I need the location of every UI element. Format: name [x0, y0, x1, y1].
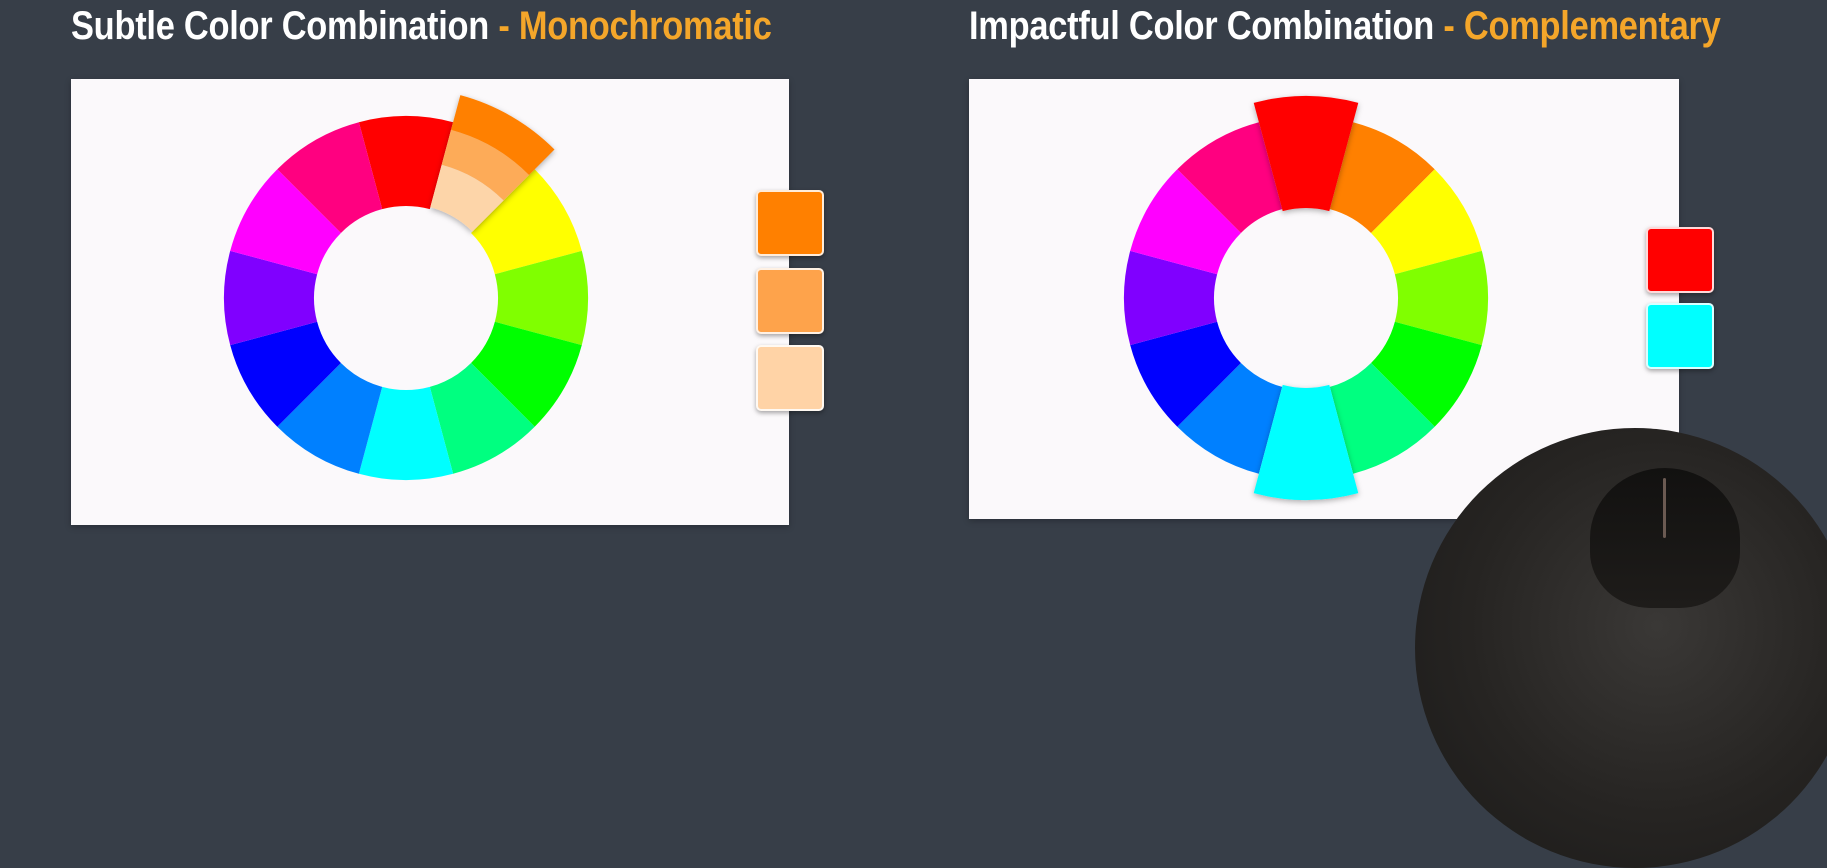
- title-accent-text: - Complementary: [1434, 4, 1721, 48]
- wheel-segment-magenta: [230, 169, 341, 275]
- complementary-swatch-2: [1646, 303, 1714, 369]
- wheel-segment-violet: [223, 250, 318, 346]
- wheel-segment-azure: [1177, 363, 1283, 474]
- highlighted-segment-red: [1253, 96, 1359, 212]
- monochromatic-swatch-3: [756, 345, 824, 411]
- monochromatic-swatch-2: [756, 268, 824, 334]
- title-accent-text: - Monochromatic: [489, 4, 772, 48]
- wheel-segment-yellow: [1371, 169, 1482, 275]
- tint-band-medium: [441, 129, 530, 201]
- wheel-segment-blue: [230, 321, 341, 427]
- title-main-text: Subtle Color Combination: [71, 4, 490, 48]
- wheel-segment-spring-green: [429, 363, 535, 474]
- complementary-swatch-1: [1646, 227, 1714, 293]
- wheel-segment-yellow: [471, 169, 582, 275]
- wheel-segment-rose: [1177, 122, 1283, 233]
- monochromatic-swatch-1: [756, 190, 824, 256]
- highlighted-segment-cyan: [1253, 384, 1359, 500]
- monochromatic-color-wheel: [223, 95, 588, 480]
- wheel-segment-green: [1371, 321, 1482, 427]
- presenter-video-overlay: [1415, 428, 1827, 868]
- complementary-title: Impactful Color Combination - Complement…: [969, 2, 1721, 50]
- title-main-text: Impactful Color Combination: [969, 4, 1435, 48]
- wheel-segment-rose: [277, 122, 383, 233]
- wheel-segment-green: [471, 321, 582, 427]
- tint-band-light: [430, 164, 504, 232]
- wheel-segment-violet: [1124, 250, 1218, 346]
- wheel-segment-orange: [1329, 122, 1435, 233]
- monochromatic-title: Subtle Color Combination - Monochromatic: [71, 2, 772, 50]
- wheel-segment-chartreuse: [494, 250, 588, 346]
- wheel-segment-red: [358, 115, 454, 210]
- wheel-segment-azure: [277, 363, 383, 474]
- complementary-color-wheel: [1124, 96, 1488, 500]
- wheel-segment-chartreuse: [1394, 250, 1488, 346]
- wheel-segment-magenta: [1130, 169, 1241, 275]
- tint-band-base: [451, 95, 555, 175]
- wheel-segment-blue: [1130, 321, 1241, 427]
- highlighted-segment-orange: [430, 95, 555, 232]
- presenter-hair-part: [1663, 478, 1666, 538]
- wheel-segment-spring-green: [1329, 363, 1435, 474]
- wheel-segment-cyan: [358, 386, 454, 480]
